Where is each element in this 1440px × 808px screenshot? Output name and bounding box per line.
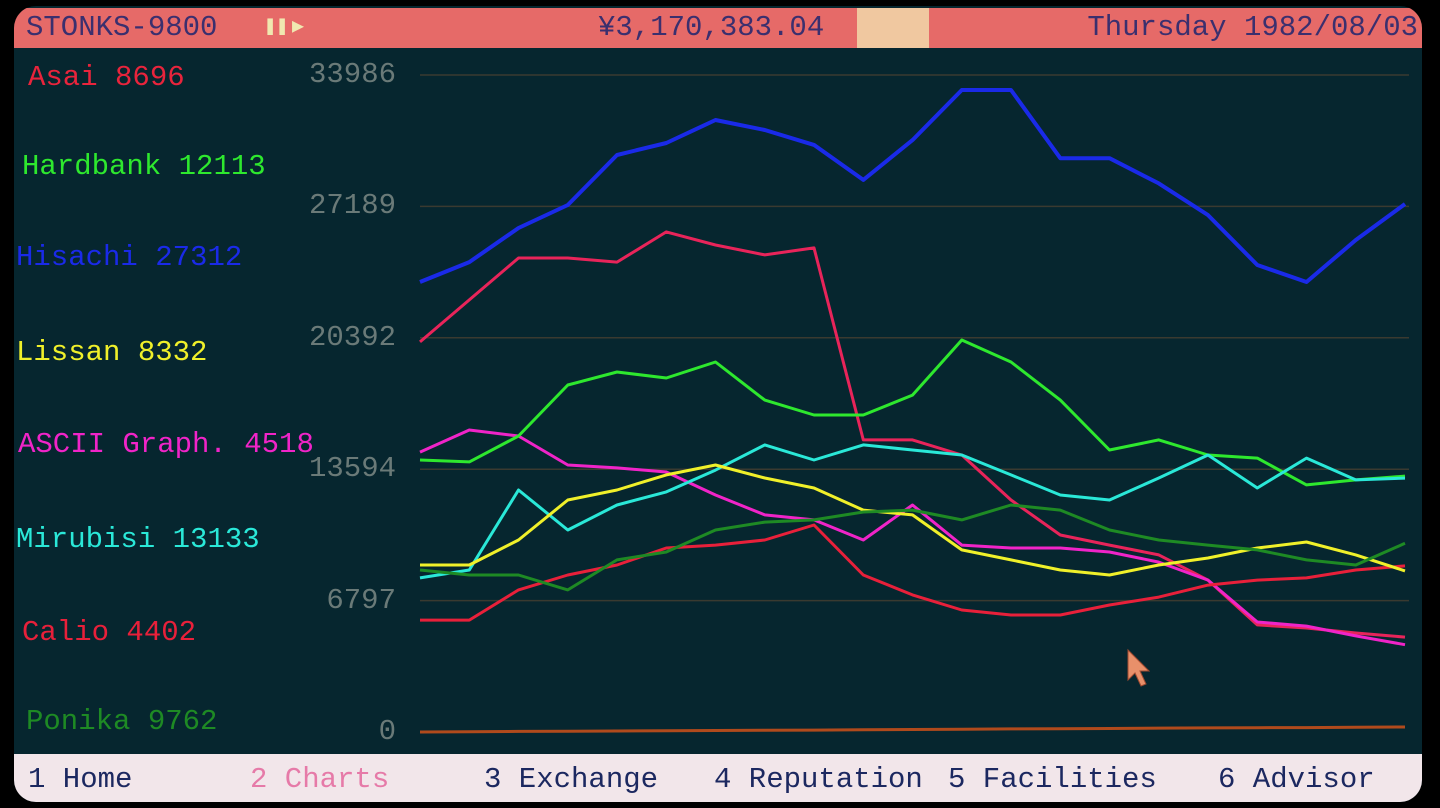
stock-name: Calio (22, 616, 110, 649)
stock-name: ASCII Graph. (18, 428, 227, 461)
date-display: Thursday 1982/08/03 (1087, 11, 1418, 44)
pause-icon[interactable]: ❚❚ (264, 16, 289, 39)
money-display: ¥3,170,383.04 (598, 11, 825, 44)
series-line-ponika (419, 503, 1406, 592)
series-line-calio (420, 523, 1406, 622)
top-status-bar: STONKS-9800 ❚❚ ▶ ¥3,170,383.04 Thursday … (14, 8, 1422, 48)
game-title: STONKS-9800 (26, 11, 218, 44)
play-icon[interactable]: ▶ (292, 16, 305, 39)
legend-item-mirubisi[interactable]: Mirubisi 13133 (16, 524, 260, 556)
nav-tab-advisor[interactable]: 6 Advisor (1218, 763, 1375, 796)
stock-name: Mirubisi (16, 523, 156, 556)
stock-name: Lissan (16, 336, 121, 369)
y-tick-label: 33986 (308, 58, 396, 91)
nav-tab-exchange[interactable]: 3 Exchange (484, 763, 659, 796)
y-tick-label: 27189 (308, 189, 396, 223)
legend-item-lissan[interactable]: Lissan 8332 (16, 337, 207, 369)
stock-price: 27312 (155, 241, 243, 274)
stock-chart (419, 74, 1409, 734)
series-line-lissan (420, 463, 1406, 577)
y-tick-label: 20392 (308, 320, 396, 354)
legend-item-hisachi[interactable]: Hisachi 27312 (16, 242, 242, 274)
stock-price: 8332 (137, 336, 208, 369)
mouse-cursor-icon (1127, 648, 1150, 687)
legend-item-hardbank[interactable]: Hardbank 12113 (22, 151, 266, 183)
nav-tab-facilities[interactable]: 5 Facilities (948, 763, 1157, 796)
series-line-hardbank (419, 338, 1406, 487)
status-meter (857, 8, 929, 48)
legend-item-asai[interactable]: Asai 8696 (28, 62, 185, 94)
y-tick-label: 13594 (308, 452, 396, 486)
legend-item-ascii-graph[interactable]: ASCII Graph. 4518 (18, 429, 314, 461)
nav-tab-home[interactable]: 1 Home (28, 763, 133, 796)
stock-price: 4402 (126, 616, 197, 649)
legend-item-ponika[interactable]: Ponika 9762 (26, 706, 217, 738)
nav-bar: 1 Home 2 Charts 3 Exchange 4 Reputation 5 Fa… (14, 754, 1422, 802)
legend-item-calio[interactable]: Calio 4402 (22, 617, 196, 649)
series-line-baseline (419, 725, 1406, 734)
stock-name: Hisachi (16, 241, 138, 274)
nav-tab-reputation[interactable]: 4 Reputation (714, 763, 923, 796)
game-screen: STONKS-9800 ❚❚ ▶ ¥3,170,383.04 Thursday … (14, 6, 1422, 802)
series-line-hisachi (419, 88, 1407, 284)
stock-price: 13133 (172, 523, 260, 556)
stock-price: 4518 (244, 428, 314, 461)
stock-name: Hardbank (22, 150, 162, 183)
series-line-ascii-graph (419, 428, 1406, 647)
stock-price: 9762 (147, 705, 218, 738)
y-tick-label: 6797 (326, 583, 396, 617)
stock-name: Asai (28, 61, 98, 94)
nav-tab-charts[interactable]: 2 Charts (250, 763, 390, 796)
y-tick-label: 0 (378, 715, 396, 748)
stock-name: Ponika (26, 705, 131, 738)
stock-price: 8696 (115, 61, 185, 94)
series-line-mirubisi (419, 443, 1406, 580)
stock-price: 12113 (178, 150, 266, 183)
